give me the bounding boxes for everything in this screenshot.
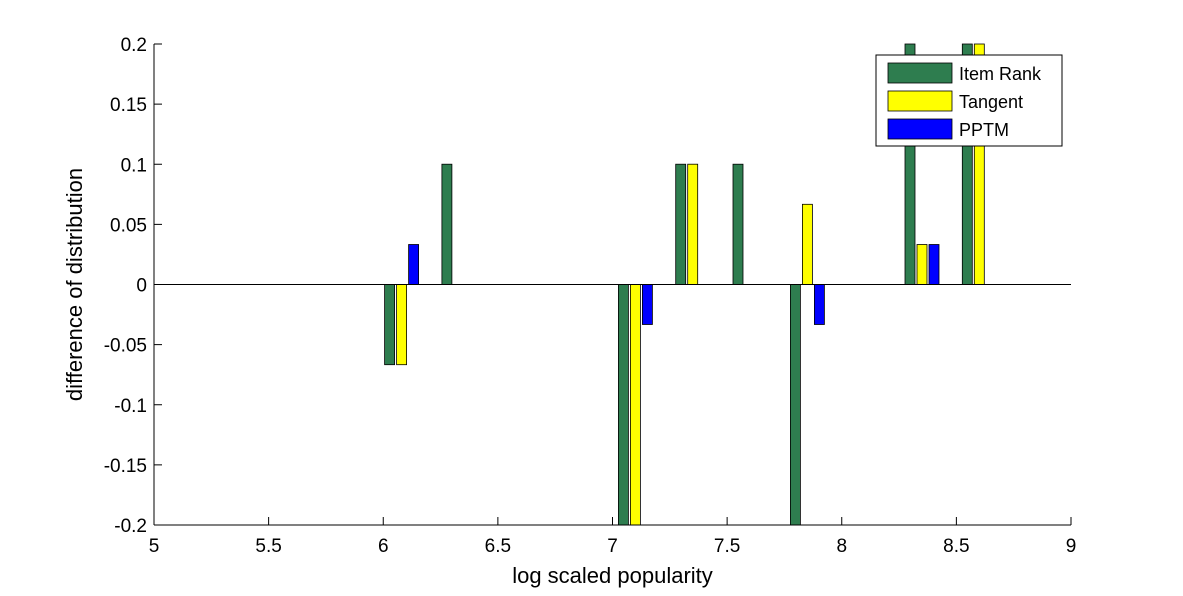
x-tick-label: 8.5	[943, 536, 969, 557]
y-tick-label: 0.1	[121, 155, 147, 176]
bar-item-rank-0	[384, 284, 396, 366]
bar-tangent-5	[802, 203, 813, 285]
x-tick-label: 6.5	[485, 536, 511, 557]
bar-pptm-5	[814, 284, 825, 325]
bar-item-rank-3	[675, 163, 687, 285]
x-tick-label: 6	[378, 536, 389, 557]
legend-label: Tangent	[959, 92, 1023, 112]
x-tick-label: 7	[607, 536, 618, 557]
y-tick-label: 0.05	[110, 215, 147, 236]
bar-pptm-6	[928, 244, 940, 285]
bar-tangent-6	[916, 244, 928, 285]
bar-item-rank-5	[790, 284, 801, 526]
axes-layer: 5 5.5 6 6.5 7 7.5 8 8.5 9 0.2 0.15 0.1 0.05 0 -0.05 -0.…	[104, 35, 1077, 557]
x-tick-label: 8	[836, 536, 847, 557]
legend: Item Rank Tangent PPTM	[875, 54, 1063, 147]
y-tick-label: 0.2	[121, 35, 147, 56]
bar-item-rank-4	[732, 163, 744, 285]
x-tick-label: 5.5	[255, 536, 281, 557]
legend-swatch-pptm	[887, 118, 953, 140]
x-tick-label: 7.5	[714, 536, 740, 557]
y-tick-label: -0.1	[114, 396, 147, 417]
x-tick-label: 5	[149, 536, 160, 557]
bars-layer	[384, 43, 985, 526]
bar-tangent-0	[396, 284, 408, 366]
y-tick-label: 0.15	[110, 95, 147, 116]
bar-tangent-2	[630, 284, 641, 526]
bar-pptm-2	[642, 284, 653, 325]
y-tick-label: -0.05	[104, 336, 147, 357]
y-tick-label: -0.15	[104, 456, 147, 477]
legend-swatch-item-rank	[887, 62, 953, 84]
x-axis-label: log scaled popularity	[512, 563, 713, 588]
bar-tangent-3	[687, 163, 699, 285]
bar-item-rank-2	[618, 284, 629, 526]
y-tick-label: 0	[136, 276, 147, 297]
bar-item-rank-1	[441, 163, 453, 285]
x-tick-label: 9	[1066, 536, 1077, 557]
legend-label: PPTM	[959, 120, 1009, 140]
y-axis-label: difference of distribution	[62, 168, 87, 401]
bar-pptm-0	[408, 244, 420, 285]
legend-swatch-tangent	[887, 90, 953, 112]
legend-label: Item Rank	[959, 64, 1042, 84]
y-tick-label: -0.2	[114, 516, 147, 537]
